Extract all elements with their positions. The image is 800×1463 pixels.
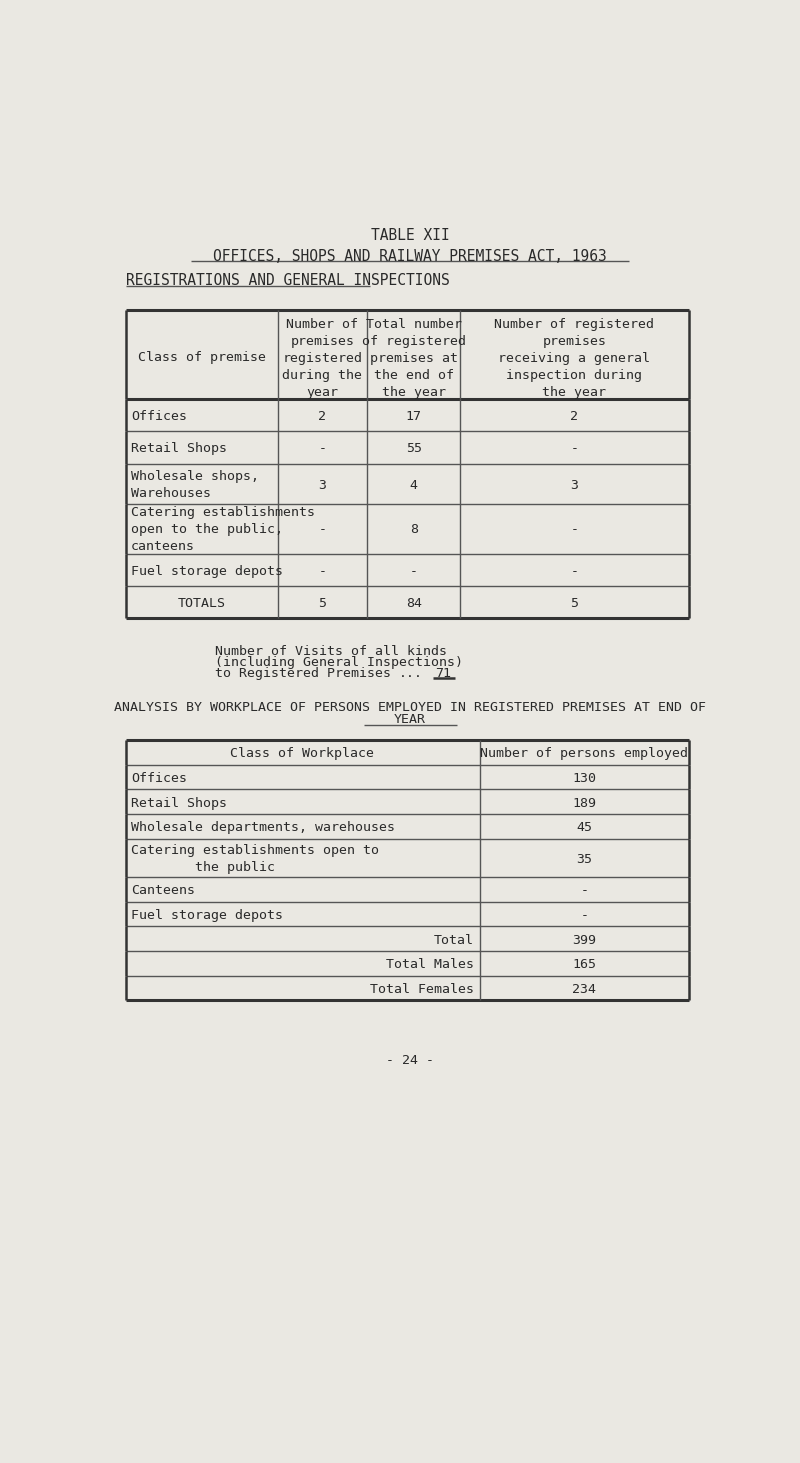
Text: TABLE XII: TABLE XII <box>370 228 450 243</box>
Text: Number of persons employed: Number of persons employed <box>480 748 688 761</box>
Text: 3: 3 <box>318 478 326 492</box>
Text: OFFICES, SHOPS AND RAILWAY PREMISES ACT, 1963: OFFICES, SHOPS AND RAILWAY PREMISES ACT,… <box>213 249 607 263</box>
Text: -: - <box>570 524 578 537</box>
Text: Total number
of registered
premises at
the end of
the year: Total number of registered premises at t… <box>362 317 466 399</box>
Text: 8: 8 <box>410 524 418 537</box>
Text: -: - <box>580 909 588 922</box>
Text: 165: 165 <box>572 958 596 971</box>
Text: Fuel storage depots: Fuel storage depots <box>131 909 283 922</box>
Text: Fuel storage depots: Fuel storage depots <box>131 565 283 578</box>
Text: -: - <box>318 524 326 537</box>
Text: ...: ... <box>398 667 422 680</box>
Text: ANALYSIS BY WORKPLACE OF PERSONS EMPLOYED IN REGISTERED PREMISES AT END OF: ANALYSIS BY WORKPLACE OF PERSONS EMPLOYE… <box>114 701 706 714</box>
Text: TOTALS: TOTALS <box>178 597 226 610</box>
Text: -: - <box>410 565 418 578</box>
Text: -: - <box>318 565 326 578</box>
Text: 4: 4 <box>410 478 418 492</box>
Text: Wholesale departments, warehouses: Wholesale departments, warehouses <box>131 821 395 834</box>
Text: Number of registered
premises
receiving a general
inspection during
the year: Number of registered premises receiving … <box>494 317 654 399</box>
Text: 55: 55 <box>406 442 422 455</box>
Text: (including General Inspections): (including General Inspections) <box>214 655 462 669</box>
Text: 2: 2 <box>318 410 326 423</box>
Text: Total Females: Total Females <box>370 983 474 996</box>
Text: - 24 -: - 24 - <box>386 1055 434 1067</box>
Text: Number of Visits of all kinds: Number of Visits of all kinds <box>214 645 446 658</box>
Text: -: - <box>570 565 578 578</box>
Text: Wholesale shops,
Warehouses: Wholesale shops, Warehouses <box>131 470 259 500</box>
Text: 84: 84 <box>406 597 422 610</box>
Text: 399: 399 <box>572 933 596 947</box>
Text: YEAR: YEAR <box>394 712 426 726</box>
Text: 234: 234 <box>572 983 596 996</box>
Text: 17: 17 <box>406 410 422 423</box>
Text: -: - <box>318 442 326 455</box>
Text: Offices: Offices <box>131 410 187 423</box>
Text: 3: 3 <box>570 478 578 492</box>
Text: Canteens: Canteens <box>131 885 195 897</box>
Text: -: - <box>580 885 588 897</box>
Text: REGISTRATIONS AND GENERAL INSPECTIONS: REGISTRATIONS AND GENERAL INSPECTIONS <box>126 274 450 288</box>
Text: 130: 130 <box>572 772 596 786</box>
Text: Catering establishments
open to the public,
canteens: Catering establishments open to the publ… <box>131 506 315 553</box>
Text: 45: 45 <box>576 821 592 834</box>
Text: Number of
premises
registered
during the
year: Number of premises registered during the… <box>282 317 362 399</box>
Text: 71: 71 <box>435 667 451 680</box>
Text: Class of premise: Class of premise <box>138 351 266 364</box>
Text: 35: 35 <box>576 853 592 866</box>
Text: Catering establishments open to
        the public: Catering establishments open to the publ… <box>131 844 379 875</box>
Text: Retail Shops: Retail Shops <box>131 442 227 455</box>
Text: Retail Shops: Retail Shops <box>131 797 227 809</box>
Text: 2: 2 <box>570 410 578 423</box>
Text: to Registered Premises: to Registered Premises <box>214 667 390 680</box>
Text: 5: 5 <box>318 597 326 610</box>
Text: -: - <box>570 442 578 455</box>
Text: Total Males: Total Males <box>386 958 474 971</box>
Text: Class of Workplace: Class of Workplace <box>230 748 374 761</box>
Text: 5: 5 <box>570 597 578 610</box>
Text: Offices: Offices <box>131 772 187 786</box>
Text: 189: 189 <box>572 797 596 809</box>
Text: Total: Total <box>434 933 474 947</box>
